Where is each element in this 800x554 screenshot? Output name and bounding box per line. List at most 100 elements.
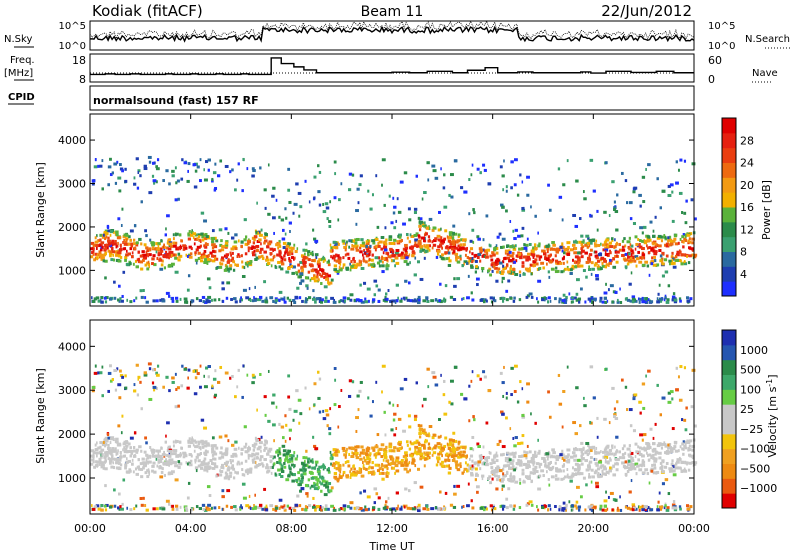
power-cell <box>413 273 417 277</box>
power-cell <box>613 257 615 261</box>
power-cell <box>606 244 609 248</box>
velocity-cell <box>597 475 601 479</box>
velocity-cell <box>460 445 464 449</box>
velocity-cell <box>383 410 386 414</box>
power-cell <box>128 262 132 266</box>
velocity-cell <box>386 466 389 470</box>
power-cell <box>552 243 556 247</box>
velocity-cell <box>316 480 319 484</box>
velocity-cell <box>629 507 634 511</box>
power-cell <box>408 218 412 222</box>
frequency-panel-frame <box>89 53 695 83</box>
power-cell <box>456 277 461 281</box>
power-cell <box>394 251 399 255</box>
power-cell <box>338 268 343 272</box>
power-cell <box>264 298 268 302</box>
power-cell <box>187 162 191 166</box>
power-cell <box>195 261 198 265</box>
power-cell <box>654 250 658 254</box>
colorbar-swatch <box>722 266 736 282</box>
power-cell <box>312 228 315 232</box>
power-cell <box>442 299 446 303</box>
velocity-cell <box>686 462 688 466</box>
velocity-cell <box>205 366 209 370</box>
power-cell <box>455 232 458 236</box>
power-cell <box>576 240 579 244</box>
power-cell <box>386 252 390 256</box>
power-cell <box>100 257 104 261</box>
power-cell <box>121 294 124 298</box>
power-cell <box>413 244 417 248</box>
velocity-cell <box>452 431 456 435</box>
velocity-cell <box>350 467 353 471</box>
power-cell <box>335 253 338 257</box>
velocity-cell <box>352 452 356 456</box>
velocity-cell <box>350 472 355 476</box>
velocity-cell <box>641 438 644 442</box>
power-cell <box>631 251 635 255</box>
velocity-cell <box>606 507 609 511</box>
power-cell <box>358 261 361 265</box>
power-cell <box>192 163 196 167</box>
velocity-cell <box>232 467 236 471</box>
power-cell <box>294 295 299 299</box>
velocity-cell <box>176 386 180 390</box>
velocity-cell <box>656 444 661 448</box>
power-cell <box>309 278 312 282</box>
power-cell <box>104 259 108 263</box>
velocity-cell <box>631 503 636 507</box>
velocity-cell <box>390 466 393 470</box>
velocity-cell <box>258 445 262 449</box>
power-cell <box>629 257 632 261</box>
velocity-cell <box>323 483 327 487</box>
velocity-cell <box>496 443 500 447</box>
power-cell <box>338 260 342 264</box>
velocity-cell <box>244 450 249 454</box>
velocity-cell <box>682 447 685 451</box>
power-cell <box>206 277 211 281</box>
velocity-cell <box>421 404 424 408</box>
power-cell <box>668 238 673 242</box>
power-cell <box>647 163 651 167</box>
power-cell <box>483 254 487 258</box>
power-cell <box>541 298 545 302</box>
power-cell <box>402 222 406 226</box>
power-cell <box>119 163 122 167</box>
velocity-cell <box>447 471 452 475</box>
velocity-cell <box>344 461 347 465</box>
power-cell <box>311 253 314 257</box>
velocity-cell <box>283 465 287 469</box>
velocity-cell <box>532 463 535 467</box>
power-cell <box>678 249 681 253</box>
power-cell <box>271 258 274 262</box>
power-cell <box>117 241 119 245</box>
power-cell <box>659 297 663 301</box>
velocity-cell <box>689 448 692 452</box>
power-cell <box>650 262 654 266</box>
velocity-cell <box>456 484 461 488</box>
velocity-cell <box>679 458 682 462</box>
power-cell <box>212 249 215 253</box>
velocity-cell <box>652 456 656 460</box>
velocity-cell <box>385 445 388 449</box>
velocity-cell <box>234 454 238 458</box>
power-cell <box>404 251 408 255</box>
power-cell <box>481 266 485 270</box>
velocity-cell <box>199 463 203 467</box>
power-cell <box>621 239 625 243</box>
power-cell <box>492 253 496 257</box>
power-cell <box>521 180 524 184</box>
velocity-cell <box>349 470 352 474</box>
power-cell <box>685 199 688 203</box>
velocity-cell <box>129 436 134 440</box>
power-cell <box>151 243 156 247</box>
velocity-cell <box>389 507 392 511</box>
power-cell <box>122 247 125 251</box>
power-cell <box>630 244 634 248</box>
power-cell <box>226 267 229 271</box>
power-cell <box>210 236 214 240</box>
velocity-cell <box>291 454 295 458</box>
power-cell <box>352 239 356 243</box>
velocity-cell <box>285 478 290 482</box>
power-cell <box>188 245 192 249</box>
